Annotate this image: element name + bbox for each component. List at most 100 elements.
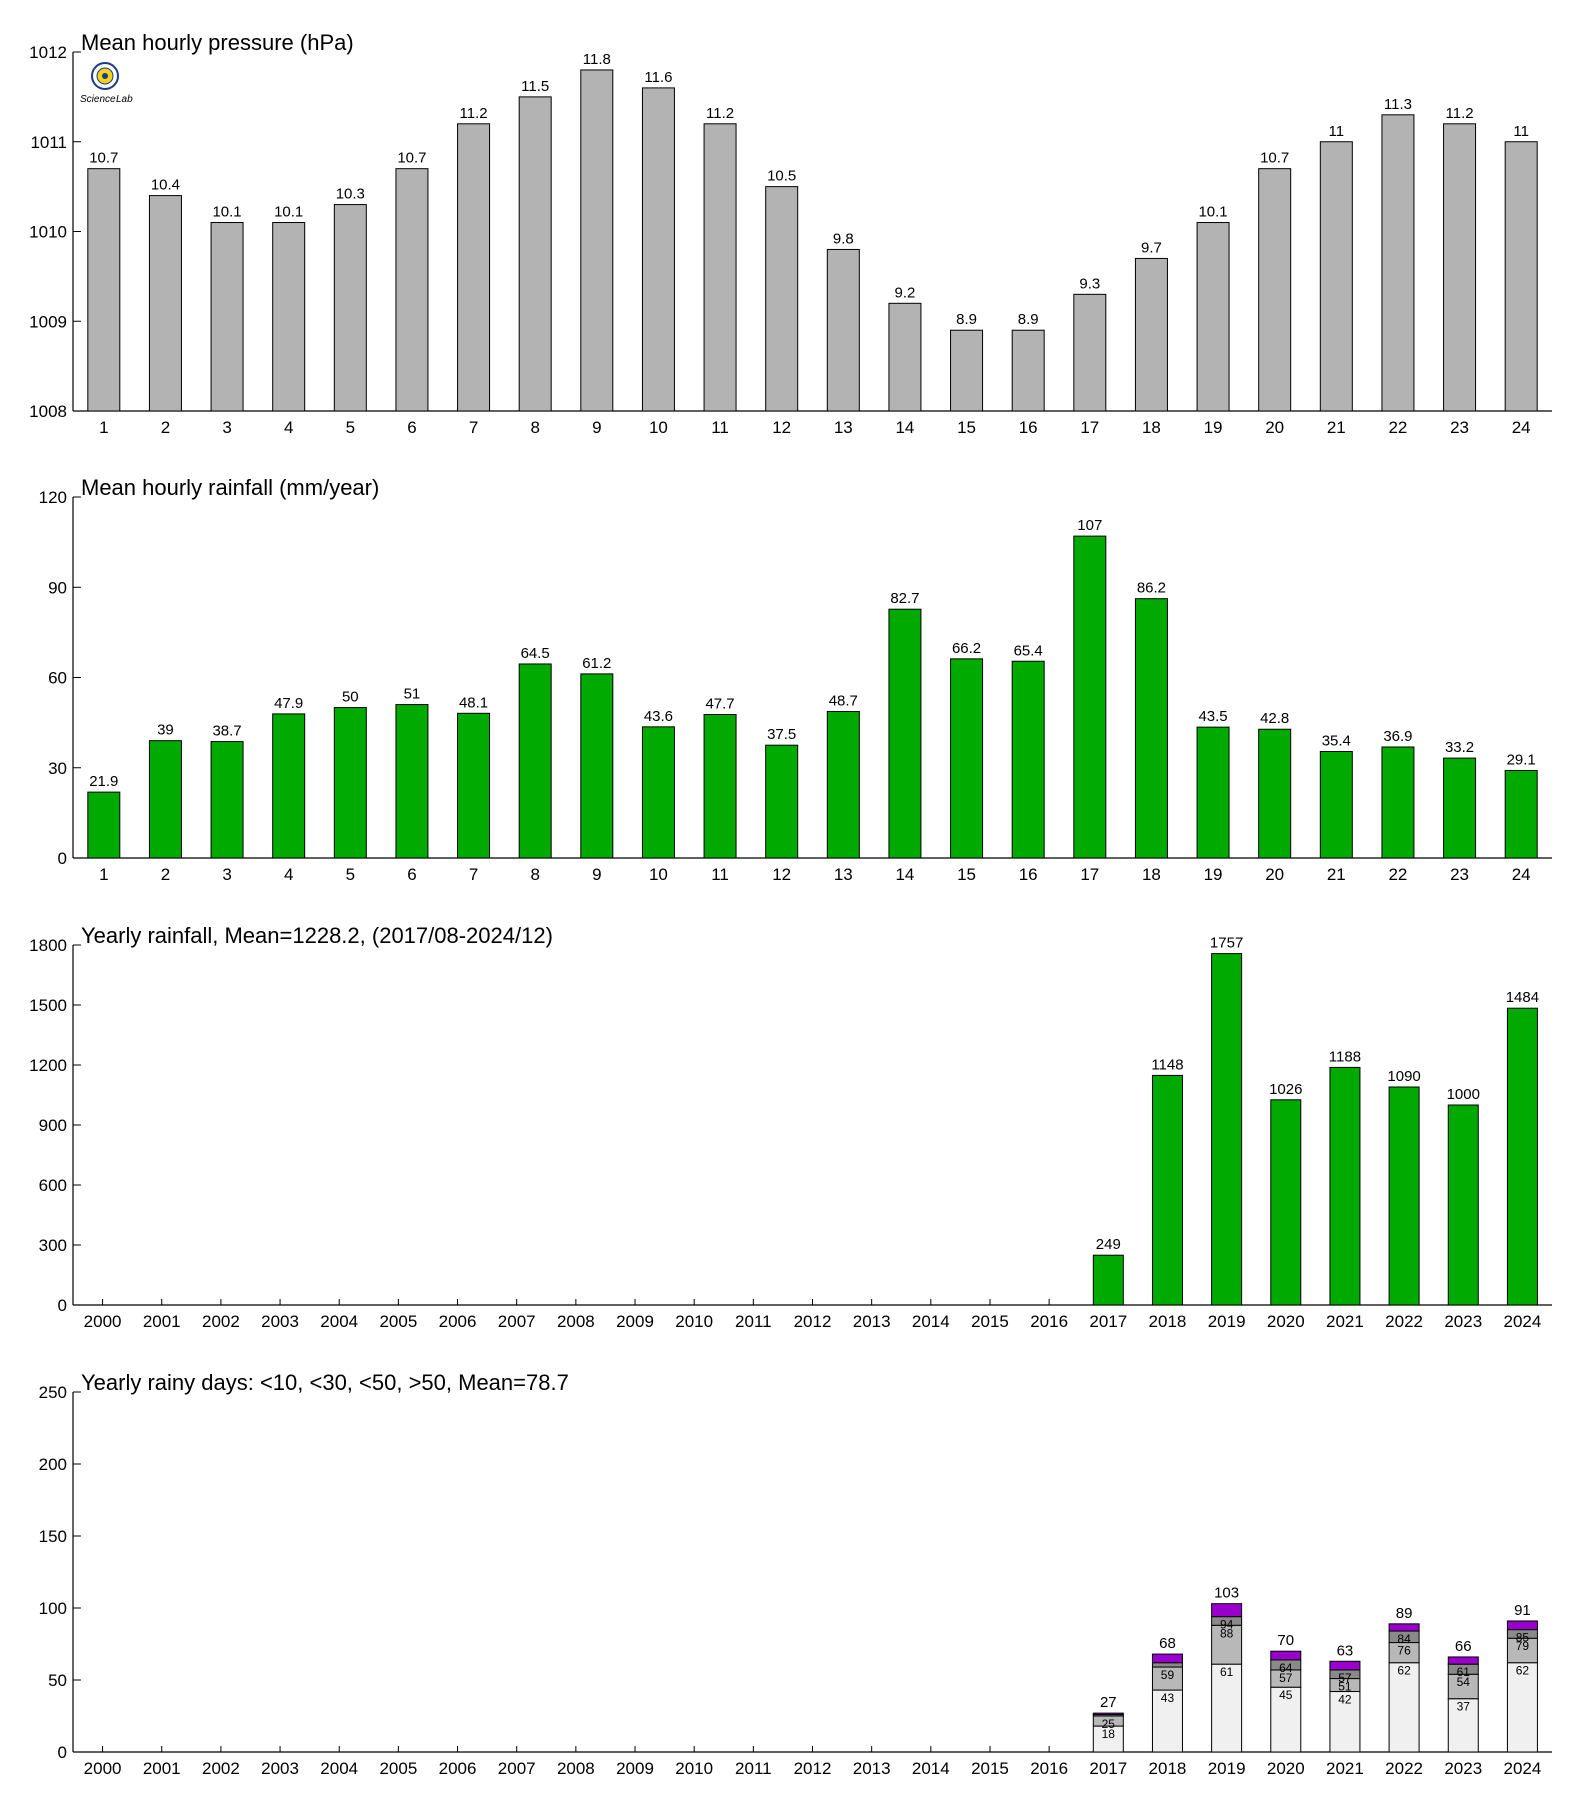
segment-value-label: 18 [1102, 1727, 1116, 1741]
bar [272, 222, 306, 412]
bar-value-label: 61.2 [582, 655, 611, 672]
x-tick-label: 2017 [1089, 1312, 1127, 1331]
x-tick-label: 22 [1388, 865, 1407, 884]
bar-value-label: 1484 [1506, 989, 1539, 1006]
stacked-bar-segment [1270, 1650, 1302, 1661]
bar-value-label: 36.9 [1383, 728, 1412, 745]
yearly-rainfall-panel: 0 300 600 900 1200 1500 1800 2000 2001 2002 2003 20… [29, 923, 1552, 1331]
x-tick-label: 3 [222, 418, 231, 437]
bar-value-label: 11.2 [460, 105, 488, 122]
stacked-bar-segment [1092, 1712, 1124, 1716]
x-tick-label: 21 [1327, 865, 1346, 884]
stacked-bar-segment [1092, 1725, 1124, 1753]
segment-value-label: 61 [1457, 1665, 1471, 1679]
x-tick-label: 2000 [84, 1312, 122, 1331]
y-tick-label: 30 [48, 759, 67, 778]
segment-value-label: 85 [1516, 1631, 1530, 1645]
bar [950, 329, 984, 412]
bar [1329, 1066, 1361, 1306]
x-tick-label: 2013 [853, 1312, 891, 1331]
bar [1270, 1099, 1302, 1306]
bar-value-label: 35.4 [1322, 733, 1351, 750]
stacked-bar-segment [1506, 1620, 1538, 1631]
segment-value-label: 84 [1397, 1632, 1411, 1646]
segment-value-label: 42 [1338, 1693, 1352, 1707]
x-tick-label: 2006 [439, 1759, 477, 1778]
bar [1151, 1074, 1183, 1306]
bar [1388, 1086, 1420, 1306]
y-tick-label: 250 [39, 1383, 67, 1402]
stack-total-label: 27 [1100, 1694, 1117, 1711]
x-tick-label: 2 [161, 865, 170, 884]
bar-value-label: 65.4 [1014, 642, 1043, 659]
x-tick-label: 2006 [439, 1312, 477, 1331]
bar [333, 707, 367, 859]
bar-value-label: 249 [1096, 1236, 1121, 1253]
bar-value-label: 42.8 [1260, 710, 1289, 727]
x-tick-label: 2016 [1030, 1312, 1068, 1331]
x-tick-label: 2016 [1030, 1759, 1068, 1778]
bar-value-label: 9.7 [1141, 239, 1162, 256]
x-tick-label: 1 [99, 865, 108, 884]
lab-logo: Science Lab [80, 62, 133, 105]
segment-value-label: 94 [1220, 1618, 1234, 1632]
x-tick-label: 23 [1450, 418, 1469, 437]
segment-value-label: 61 [1220, 1665, 1234, 1679]
bar [1443, 123, 1477, 412]
segment-value-label: 88 [1220, 1626, 1234, 1640]
bar-value-label: 50 [342, 689, 359, 706]
segment-value-label: 43 [1161, 1691, 1175, 1705]
x-tick-label: 13 [834, 865, 853, 884]
stack-total-label: 70 [1277, 1632, 1294, 1649]
x-tick-label: 7 [469, 418, 478, 437]
bar [580, 69, 614, 412]
bar [395, 704, 429, 859]
bar-value-label: 33.2 [1445, 739, 1474, 756]
stacked-bar-segment [1151, 1662, 1183, 1668]
rainy-days-panel: 0 50 100 150 200 250 2000 2001 2002 2003 2004 2005 2… [39, 1370, 1552, 1778]
x-tick-label: 2024 [1504, 1312, 1542, 1331]
x-tick-label: 22 [1388, 418, 1407, 437]
bar-value-label: 51 [404, 686, 421, 703]
stack-total-label: 103 [1214, 1585, 1239, 1602]
x-tick-label: 8 [530, 418, 539, 437]
segment-value-label: 62 [1397, 1664, 1411, 1678]
bar-value-label: 1188 [1329, 1048, 1361, 1065]
x-tick-label: 24 [1512, 865, 1531, 884]
x-tick-label: 2022 [1385, 1312, 1423, 1331]
bar-value-label: 11.2 [706, 105, 734, 122]
bar-value-label: 9.8 [833, 230, 854, 247]
x-tick-label: 2009 [616, 1759, 654, 1778]
x-tick-label: 2015 [971, 1759, 1009, 1778]
chart-title: Yearly rainy days: <10, <30, <50, >50, M… [81, 1370, 569, 1395]
bar [272, 713, 306, 859]
x-tick-label: 2008 [557, 1312, 595, 1331]
x-tick-label: 5 [346, 418, 355, 437]
x-tick-label: 12 [772, 418, 791, 437]
bar [826, 248, 860, 412]
stacked-bar-segment [1329, 1660, 1361, 1671]
x-tick-label: 2004 [320, 1759, 358, 1778]
x-tick-label: 1 [99, 418, 108, 437]
segment-value-label: 64 [1279, 1661, 1293, 1675]
y-tick-label: 1012 [29, 43, 67, 62]
x-tick-label: 2007 [498, 1312, 536, 1331]
x-tick-label: 2001 [143, 1312, 181, 1331]
bar [210, 741, 244, 859]
x-tick-label: 2014 [912, 1759, 950, 1778]
x-tick-label: 2020 [1267, 1759, 1305, 1778]
x-tick-label: 2011 [735, 1759, 772, 1778]
y-tick-label: 150 [39, 1527, 67, 1546]
bar-value-label: 10.4 [151, 177, 180, 194]
segment-value-label: 51 [1338, 1680, 1352, 1694]
stacked-bar-segment [1447, 1698, 1479, 1753]
bar [1504, 769, 1538, 859]
segment-value-label: 79 [1516, 1639, 1530, 1653]
x-tick-label: 6 [407, 865, 416, 884]
bar-value-label: 66.2 [952, 640, 981, 657]
x-tick-label: 12 [772, 865, 791, 884]
bar-value-label: 11.8 [583, 51, 611, 68]
bar-value-label: 47.7 [705, 696, 734, 713]
